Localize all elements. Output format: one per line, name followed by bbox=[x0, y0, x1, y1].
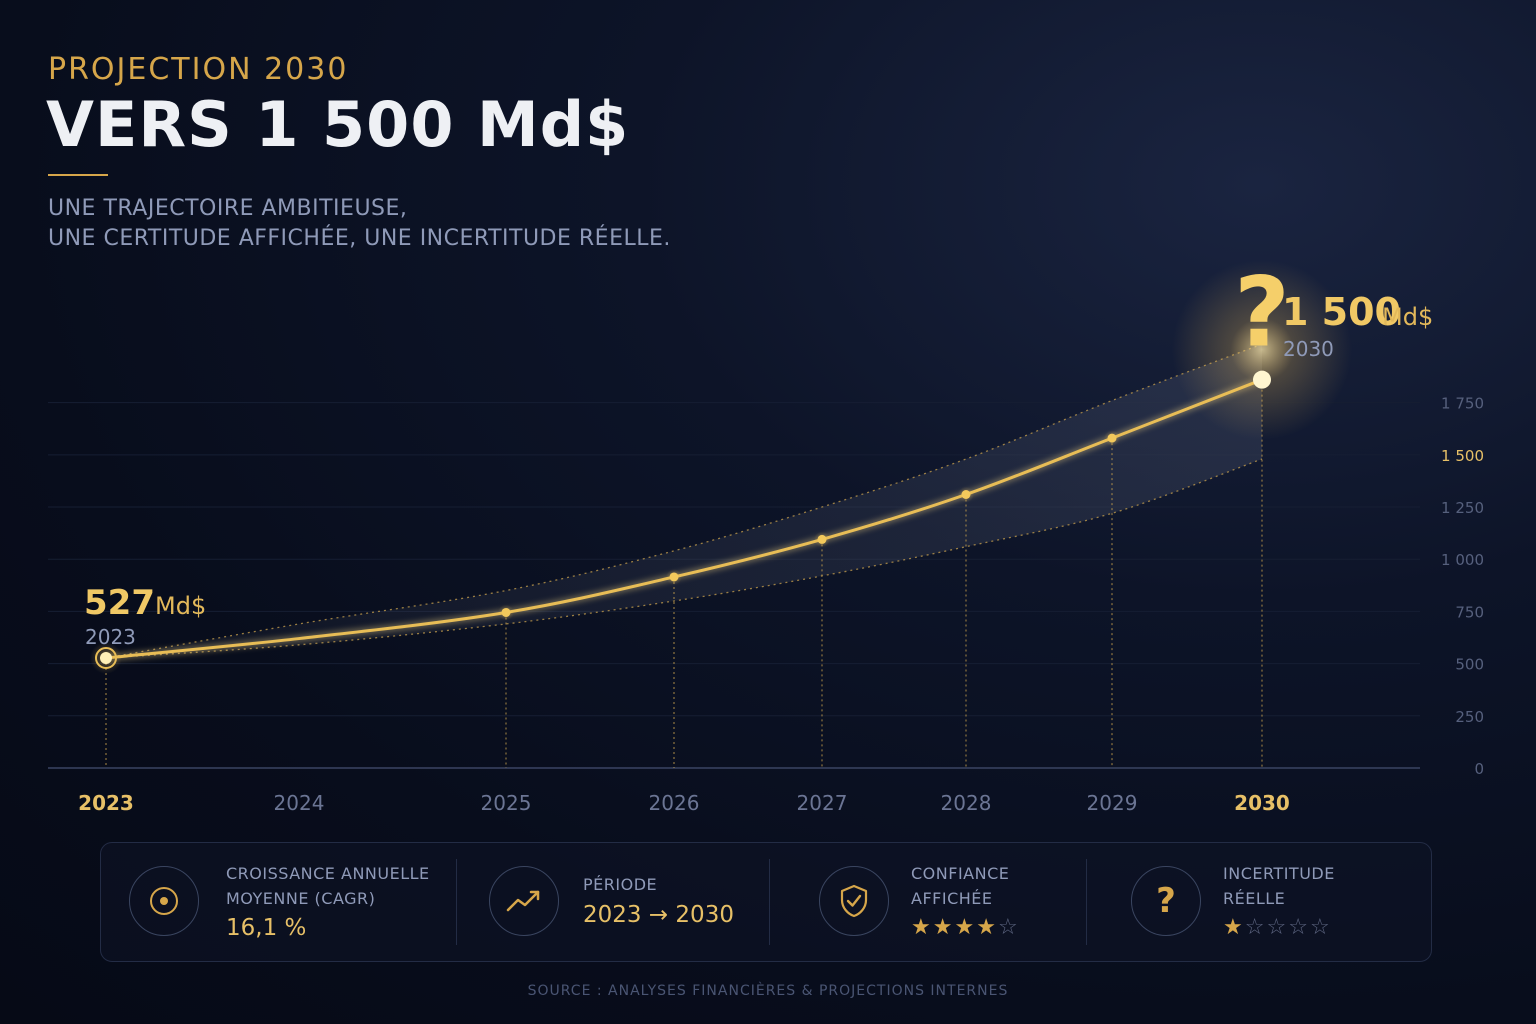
start-marker-ring bbox=[95, 646, 117, 669]
stat-cagr-label: CROISSANCE ANNUELLE MOYENNE (CAGR) bbox=[226, 864, 430, 908]
x-tick-label: 2023 bbox=[78, 791, 134, 815]
star-empty-icon: ☆ bbox=[997, 915, 1020, 940]
page-title: VERS 1 500 Md$ bbox=[46, 88, 630, 161]
question-icon: ? bbox=[1131, 866, 1201, 936]
star-filled-icon: ★ bbox=[954, 915, 977, 940]
projection-line bbox=[105, 378, 1263, 660]
y-tick-label: 1 250 bbox=[1441, 499, 1484, 517]
x-tick-label: 2024 bbox=[274, 791, 325, 815]
band-upper-line bbox=[105, 343, 1263, 659]
uncertainty-rating: ★☆☆☆☆ bbox=[1223, 915, 1332, 940]
trend-up-icon bbox=[489, 866, 559, 936]
stat-divider bbox=[1086, 859, 1087, 945]
target-icon bbox=[129, 866, 199, 936]
stat-period-label: PÉRIODE bbox=[583, 875, 658, 894]
star-empty-icon: ☆ bbox=[1288, 915, 1310, 940]
y-tick-label: 0 bbox=[1474, 760, 1484, 778]
start-year-label: 2023 bbox=[85, 625, 136, 649]
data-point bbox=[817, 534, 827, 544]
band-lower-line bbox=[105, 458, 1263, 659]
y-tick-label: 1 000 bbox=[1441, 551, 1484, 569]
subtitle-line-1: UNE TRAJECTOIRE AMBITIEUSE, bbox=[48, 196, 408, 221]
subtitle-line-2: UNE CERTITUDE AFFICHÉE, UNE INCERTITUDE … bbox=[48, 226, 671, 251]
stat-divider bbox=[769, 859, 770, 945]
stat-cagr: CROISSANCE ANNUELLE MOYENNE (CAGR) 16,1 … bbox=[101, 843, 456, 961]
star-filled-icon: ★ bbox=[932, 915, 955, 940]
y-tick-label: 500 bbox=[1455, 656, 1484, 674]
y-tick-label: 1 750 bbox=[1441, 395, 1484, 413]
stat-period-value: 2023 → 2030 bbox=[583, 902, 734, 928]
y-tick-label: 250 bbox=[1455, 708, 1484, 726]
x-tick-label: 2029 bbox=[1087, 791, 1138, 815]
star-empty-icon: ☆ bbox=[1244, 915, 1267, 940]
star-filled-icon: ★ bbox=[976, 915, 998, 940]
star-empty-icon: ☆ bbox=[1266, 915, 1289, 940]
data-point bbox=[669, 572, 679, 582]
data-point bbox=[1107, 433, 1117, 443]
y-tick-label: 750 bbox=[1455, 603, 1484, 621]
stat-divider bbox=[456, 859, 457, 945]
data-point bbox=[501, 607, 511, 617]
stat-confidence: CONFIANCE AFFICHÉE ★★★★☆ bbox=[791, 843, 1091, 961]
confidence-rating: ★★★★☆ bbox=[911, 915, 1020, 940]
title-rule bbox=[48, 174, 108, 176]
question-mark-icon: ? bbox=[1234, 257, 1290, 369]
x-tick-label: 2025 bbox=[481, 791, 532, 815]
page-eyebrow: PROJECTION 2030 bbox=[48, 52, 349, 87]
shield-check-icon bbox=[819, 866, 889, 936]
star-filled-icon: ★ bbox=[911, 915, 933, 940]
stat-period: PÉRIODE 2023 → 2030 bbox=[461, 843, 771, 961]
source-note: SOURCE : ANALYSES FINANCIÈRES & PROJECTI… bbox=[527, 983, 1009, 999]
stat-cagr-value: 16,1 % bbox=[226, 915, 307, 941]
y-tick-label: 1 500 bbox=[1441, 447, 1484, 465]
page-subtitle: UNE TRAJECTOIRE AMBITIEUSE, UNE CERTITUD… bbox=[48, 194, 671, 254]
star-empty-icon: ☆ bbox=[1309, 915, 1332, 940]
uncertainty-band bbox=[106, 344, 1262, 658]
x-tick-label: 2026 bbox=[649, 791, 700, 815]
stat-uncertainty: ? INCERTITUDE RÉELLE ★☆☆☆☆ bbox=[1103, 843, 1423, 961]
stat-uncertainty-label: INCERTITUDE RÉELLE bbox=[1223, 864, 1335, 908]
end-value-label: 1 500 bbox=[1282, 290, 1401, 334]
stats-panel: CROISSANCE ANNUELLE MOYENNE (CAGR) 16,1 … bbox=[100, 842, 1432, 962]
start-unit-label: Md$ bbox=[155, 592, 206, 620]
start-value-label: 527 bbox=[84, 583, 155, 623]
x-tick-label: 2030 bbox=[1234, 791, 1290, 815]
x-tick-label: 2027 bbox=[797, 791, 848, 815]
stat-confidence-label: CONFIANCE AFFICHÉE bbox=[911, 864, 1010, 908]
x-tick-label: 2028 bbox=[941, 791, 992, 815]
end-glow bbox=[1172, 259, 1352, 440]
data-point bbox=[961, 489, 971, 499]
end-year-label: 2030 bbox=[1283, 337, 1334, 361]
start-marker bbox=[100, 651, 112, 664]
end-marker bbox=[1253, 370, 1271, 389]
end-unit-label: Md$ bbox=[1382, 303, 1433, 331]
star-filled-icon: ★ bbox=[1223, 915, 1245, 940]
